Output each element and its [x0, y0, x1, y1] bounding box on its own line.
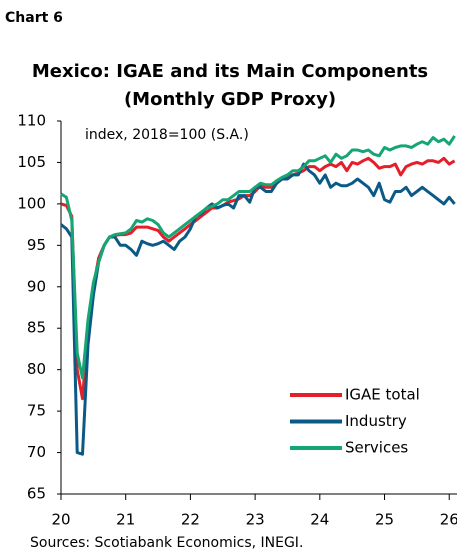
y-tick-label: 65	[27, 485, 46, 503]
y-tick-label: 75	[27, 402, 46, 420]
legend-label: Industry	[345, 412, 407, 430]
x-tick-label: 26	[440, 511, 457, 529]
x-tick-label: 22	[181, 511, 200, 529]
series-line	[60, 135, 456, 380]
chart-title: Mexico: IGAE and its Main Components	[32, 61, 428, 82]
x-tick-label: 20	[51, 511, 70, 529]
y-tick-label: 100	[17, 194, 46, 212]
y-tick-label: 80	[27, 360, 46, 378]
chart-label: Chart 6	[5, 10, 63, 26]
series-line	[60, 156, 456, 401]
legend-label: Services	[345, 439, 408, 457]
y-tick-label: 105	[17, 153, 46, 171]
x-tick-label: 21	[116, 511, 135, 529]
x-tick-label: 25	[375, 511, 394, 529]
chart-title: (Monthly GDP Proxy)	[124, 89, 336, 110]
legend-label: IGAE total	[345, 386, 420, 404]
x-tick-label: 24	[310, 511, 329, 529]
y-tick-label: 90	[27, 277, 46, 295]
series-line	[60, 162, 456, 456]
y-tick-label: 95	[27, 236, 46, 254]
y-tick-label: 85	[27, 319, 46, 337]
y-tick-label: 70	[27, 443, 46, 461]
annotation: index, 2018=100 (S.A.)	[85, 127, 249, 143]
source: Sources: Scotiabank Economics, INEGI.	[30, 535, 303, 551]
x-tick-label: 23	[246, 511, 265, 529]
y-tick-label: 110	[17, 112, 46, 130]
